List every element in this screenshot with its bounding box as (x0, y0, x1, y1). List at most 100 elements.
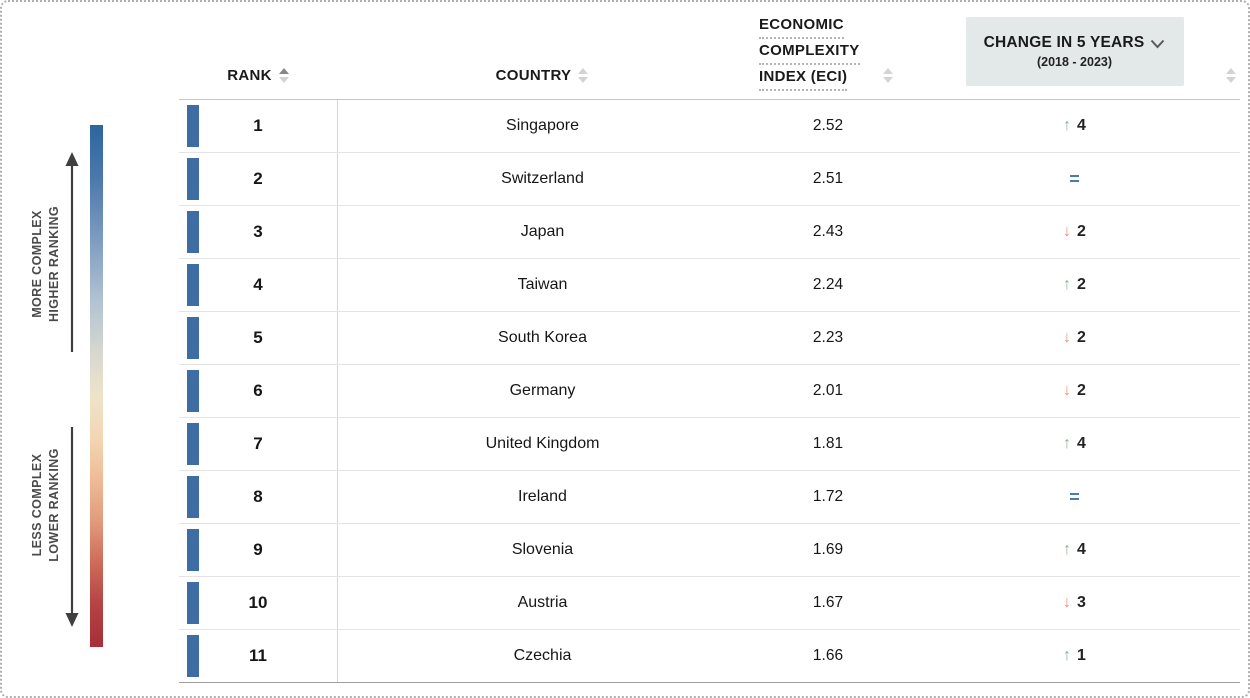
country-name[interactable]: Slovenia (337, 524, 747, 576)
table-row[interactable]: 10 Austria 1.67 ↓ 3 (179, 577, 1240, 630)
sort-icon-eci[interactable] (883, 68, 893, 83)
country-header-label: COUNTRY (495, 67, 572, 84)
rank-change: ↑ 4 (909, 418, 1240, 470)
change-value: 2 (1077, 329, 1086, 346)
rank-cell: 11 (179, 630, 337, 682)
rank-column-header[interactable]: RANK (179, 2, 337, 99)
table-row[interactable]: 9 Slovenia 1.69 ↑ 4 (179, 524, 1240, 577)
country-name[interactable]: Taiwan (337, 259, 747, 311)
change-direction-icon: ↓ (1063, 382, 1072, 399)
table-row[interactable]: 5 South Korea 2.23 ↓ 2 (179, 312, 1240, 365)
rank-change: ↑ 1 (909, 630, 1240, 682)
rank-change: = (909, 471, 1240, 523)
change-value: 2 (1077, 223, 1086, 240)
table-body: 1 Singapore 2.52 ↑ 4 2 Switzerland 2.51 … (179, 100, 1240, 683)
rank-cell: 8 (179, 471, 337, 523)
eci-value: 1.66 (812, 647, 844, 664)
rank-change: ↓ 2 (909, 312, 1240, 364)
rank-color-bar (187, 211, 199, 253)
complexity-gradient-bar (90, 125, 103, 647)
rank-change: ↑ 4 (909, 100, 1240, 152)
change-direction-icon: ↓ (1063, 329, 1072, 346)
rank-header-label: RANK (227, 67, 272, 84)
change-direction-icon: ↑ (1063, 117, 1072, 134)
change-value: 4 (1077, 117, 1086, 134)
table-row[interactable]: 8 Ireland 1.72 = (179, 471, 1240, 524)
rank-value: 7 (253, 434, 263, 453)
table-row[interactable]: 6 Germany 2.01 ↓ 2 (179, 365, 1240, 418)
rank-color-bar (187, 370, 199, 412)
rank-cell: 3 (179, 206, 337, 258)
rank-cell: 4 (179, 259, 337, 311)
country-name[interactable]: Germany (337, 365, 747, 417)
rank-value: 2 (253, 169, 263, 188)
change-header-period: (2018 - 2023) (1036, 55, 1113, 69)
chevron-down-icon (1151, 39, 1165, 48)
rank-color-bar (187, 635, 199, 677)
sort-icon-country[interactable] (578, 68, 589, 83)
table-row[interactable]: 1 Singapore 2.52 ↑ 4 (179, 100, 1240, 153)
country-name[interactable]: Singapore (337, 100, 747, 152)
rank-value: 1 (253, 116, 263, 135)
rank-value: 9 (253, 540, 263, 559)
arrow-up-icon (65, 152, 79, 352)
eci-value: 1.81 (812, 435, 844, 452)
country-name[interactable]: Czechia (337, 630, 747, 682)
change-direction-icon: = (1069, 487, 1080, 507)
rank-color-bar (187, 105, 199, 147)
eci-header-label[interactable]: ECONOMIC COMPLEXITY INDEX (ECI) (759, 15, 860, 91)
rank-color-bar (187, 582, 199, 624)
table-header: RANK COUNTRY ECONOMIC COMPLEXITY INDEX (… (179, 2, 1240, 100)
rank-color-bar (187, 423, 199, 465)
rank-change: ↓ 2 (909, 365, 1240, 417)
change-direction-icon: ↑ (1063, 647, 1072, 664)
eci-value: 1.69 (812, 541, 844, 558)
rank-change: ↑ 2 (909, 259, 1240, 311)
eci-ranking-table: RANK COUNTRY ECONOMIC COMPLEXITY INDEX (… (179, 2, 1240, 683)
eci-value: 2.24 (812, 276, 844, 293)
table-row[interactable]: 7 United Kingdom 1.81 ↑ 4 (179, 418, 1240, 471)
legend-more-complex: MORE COMPLEX HIGHER RANKING (30, 205, 61, 323)
eci-column-header[interactable]: ECONOMIC COMPLEXITY INDEX (ECI) (747, 2, 909, 99)
eci-value: 1.67 (812, 594, 844, 611)
rank-color-bar (187, 158, 199, 200)
legend-less-complex: LESS COMPLEX LOWER RANKING (30, 448, 61, 562)
change-value: 3 (1077, 594, 1086, 611)
rank-color-bar (187, 476, 199, 518)
change-direction-icon: ↓ (1063, 594, 1072, 611)
change-direction-icon: ↑ (1063, 276, 1072, 293)
rank-cell: 9 (179, 524, 337, 576)
rank-cell: 10 (179, 577, 337, 629)
rank-color-bar (187, 264, 199, 306)
change-value: 2 (1077, 382, 1086, 399)
country-name[interactable]: Switzerland (337, 153, 747, 205)
table-row[interactable]: 4 Taiwan 2.24 ↑ 2 (179, 259, 1240, 312)
country-name[interactable]: Ireland (337, 471, 747, 523)
country-column-header[interactable]: COUNTRY (337, 2, 747, 99)
eci-value: 1.72 (812, 488, 844, 505)
rank-value: 5 (253, 328, 263, 347)
rank-value: 4 (253, 275, 263, 294)
rank-value: 10 (248, 593, 268, 612)
change-column-header[interactable]: CHANGE IN 5 YEARS (2018 - 2023) (909, 2, 1240, 99)
country-name[interactable]: United Kingdom (337, 418, 747, 470)
rank-value: 11 (249, 646, 267, 665)
rank-cell: 2 (179, 153, 337, 205)
table-row[interactable]: 2 Switzerland 2.51 = (179, 153, 1240, 206)
eci-value: 2.52 (812, 117, 844, 134)
country-name[interactable]: Japan (337, 206, 747, 258)
eci-value: 2.23 (812, 329, 844, 346)
country-name[interactable]: Austria (337, 577, 747, 629)
country-name[interactable]: South Korea (337, 312, 747, 364)
rank-value: 3 (253, 222, 263, 241)
rank-change: = (909, 153, 1240, 205)
rank-cell: 5 (179, 312, 337, 364)
table-row[interactable]: 11 Czechia 1.66 ↑ 1 (179, 630, 1240, 683)
change-period-dropdown[interactable]: CHANGE IN 5 YEARS (2018 - 2023) (965, 17, 1184, 86)
sort-icon-change[interactable] (1226, 68, 1236, 83)
change-direction-icon: ↑ (1063, 541, 1072, 558)
sort-icon-rank[interactable] (278, 68, 289, 83)
table-row[interactable]: 3 Japan 2.43 ↓ 2 (179, 206, 1240, 259)
rank-cell: 7 (179, 418, 337, 470)
